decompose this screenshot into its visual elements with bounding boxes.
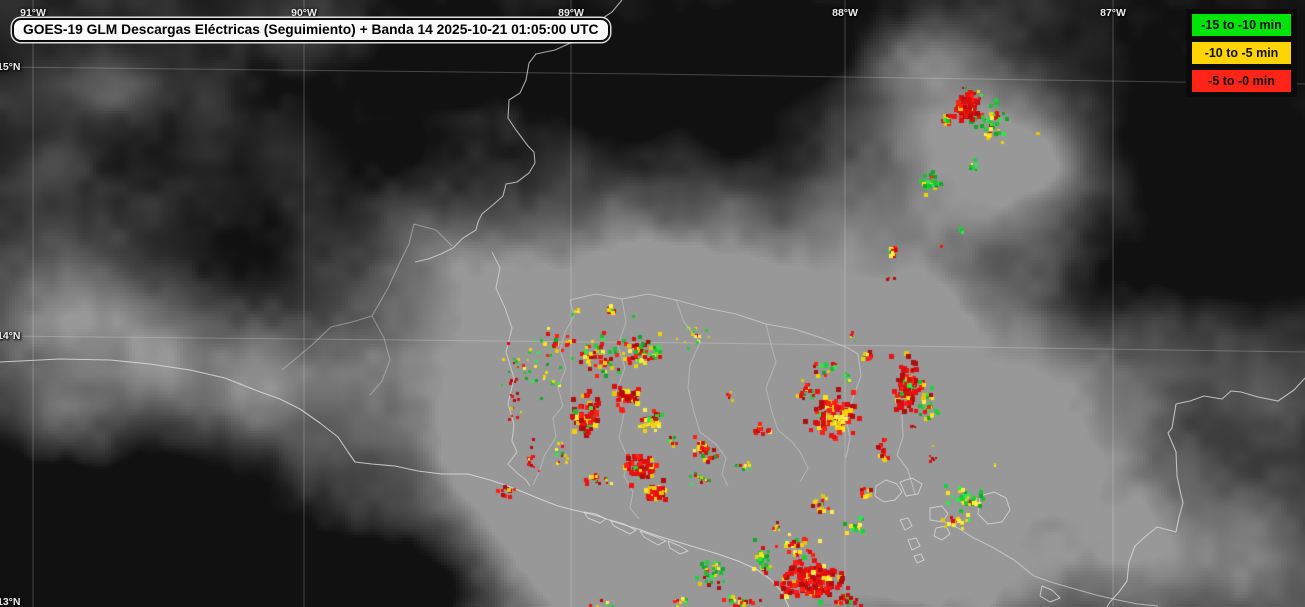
- legend-item-red: -5 to -0 min: [1192, 70, 1291, 92]
- lightning-age-legend: -15 to -10 min -10 to -5 min -5 to -0 mi…: [1186, 9, 1297, 97]
- latitude-label: 14°N: [0, 330, 21, 342]
- map-title: GOES-19 GLM Descargas Eléctricas (Seguim…: [12, 18, 610, 42]
- latitude-label: 15°N: [0, 61, 21, 73]
- legend-item-green: -15 to -10 min: [1192, 14, 1291, 36]
- latitude-label: 13°N: [0, 596, 21, 607]
- longitude-label: 88°W: [832, 7, 858, 19]
- longitude-label: 89°W: [558, 7, 584, 19]
- longitude-label: 90°W: [291, 7, 317, 19]
- legend-item-yellow: -10 to -5 min: [1192, 42, 1291, 64]
- longitude-label: 87°W: [1100, 7, 1126, 19]
- longitude-label: 91°W: [20, 7, 46, 19]
